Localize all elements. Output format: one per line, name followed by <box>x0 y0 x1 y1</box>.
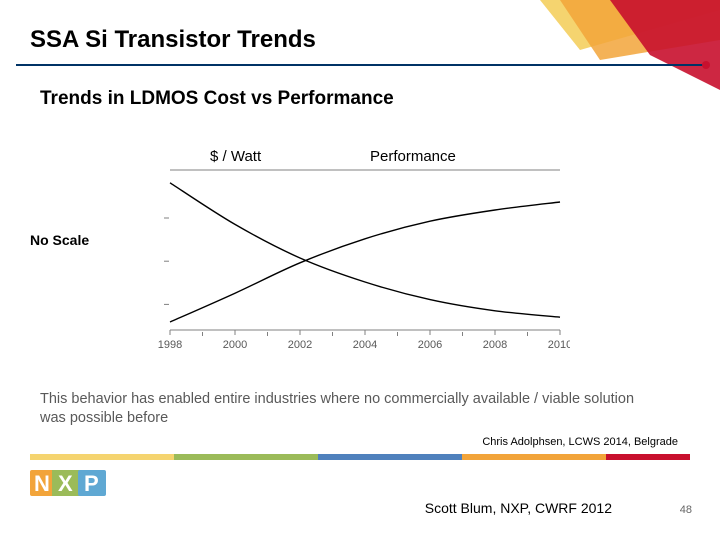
title-underline <box>16 64 708 66</box>
svg-text:1998: 1998 <box>158 339 182 351</box>
footer-color-bar <box>30 454 690 460</box>
no-scale-label: No Scale <box>30 232 89 248</box>
chart-area: 1998 2000 2002 2004 2006 2008 2010 <box>140 140 570 360</box>
svg-text:2008: 2008 <box>483 339 507 351</box>
svg-text:2004: 2004 <box>353 339 377 351</box>
svg-text:2006: 2006 <box>418 339 442 351</box>
svg-text:N: N <box>34 471 50 496</box>
corner-wedge <box>540 0 720 90</box>
body-text: This behavior has enabled entire industr… <box>40 390 660 428</box>
title-dot <box>702 61 710 69</box>
svg-text:P: P <box>84 471 99 496</box>
svg-text:2000: 2000 <box>223 339 247 351</box>
svg-text:2010: 2010 <box>548 339 570 351</box>
nxp-logo: N X P <box>30 466 110 500</box>
series-dollar_per_watt <box>170 183 560 317</box>
page-number: 48 <box>680 504 692 516</box>
attribution-upper: Chris Adolphsen, LCWS 2014, Belgrade <box>482 436 678 448</box>
chart-subtitle: Trends in LDMOS Cost vs Performance <box>40 88 394 110</box>
attribution-lower: Scott Blum, NXP, CWRF 2012 <box>425 500 612 516</box>
slide-title: SSA Si Transistor Trends <box>30 26 316 54</box>
svg-text:X: X <box>58 471 73 496</box>
svg-text:2002: 2002 <box>288 339 312 351</box>
